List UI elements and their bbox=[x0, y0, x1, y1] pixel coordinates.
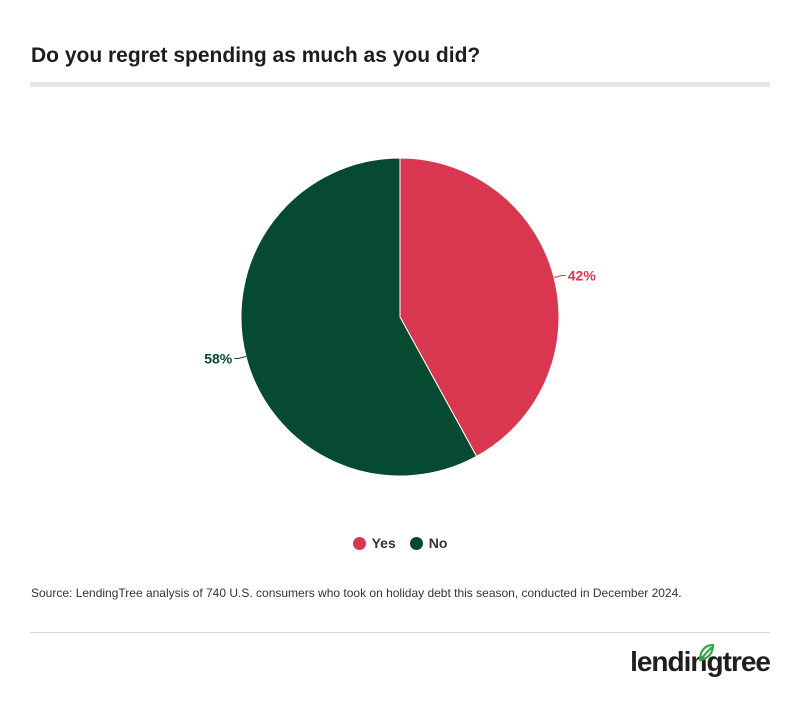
leader-line-no bbox=[234, 356, 247, 360]
legend-item-no: No bbox=[409, 535, 448, 551]
lendingtree-logo: lendingtree bbox=[630, 644, 771, 676]
data-label-yes: 42% bbox=[568, 267, 597, 283]
legend-label-yes: Yes bbox=[371, 535, 396, 551]
legend-marker-no bbox=[409, 536, 423, 550]
leader-line-yes bbox=[553, 274, 566, 278]
pie-chart: 42% 58% bbox=[204, 157, 597, 477]
legend-marker-yes bbox=[352, 536, 366, 550]
pie-slice-no bbox=[240, 157, 478, 477]
leaf-icon bbox=[698, 644, 714, 662]
legend-item-yes: Yes bbox=[352, 535, 396, 551]
title-divider bbox=[30, 82, 770, 87]
footer-divider bbox=[30, 632, 770, 633]
legend-label-no: No bbox=[428, 535, 448, 551]
legend: Yes No bbox=[0, 535, 800, 551]
source-note: Source: LendingTree analysis of 740 U.S.… bbox=[31, 586, 682, 600]
chart-title: Do you regret spending as much as you di… bbox=[31, 44, 481, 67]
data-label-no: 58% bbox=[204, 351, 233, 367]
